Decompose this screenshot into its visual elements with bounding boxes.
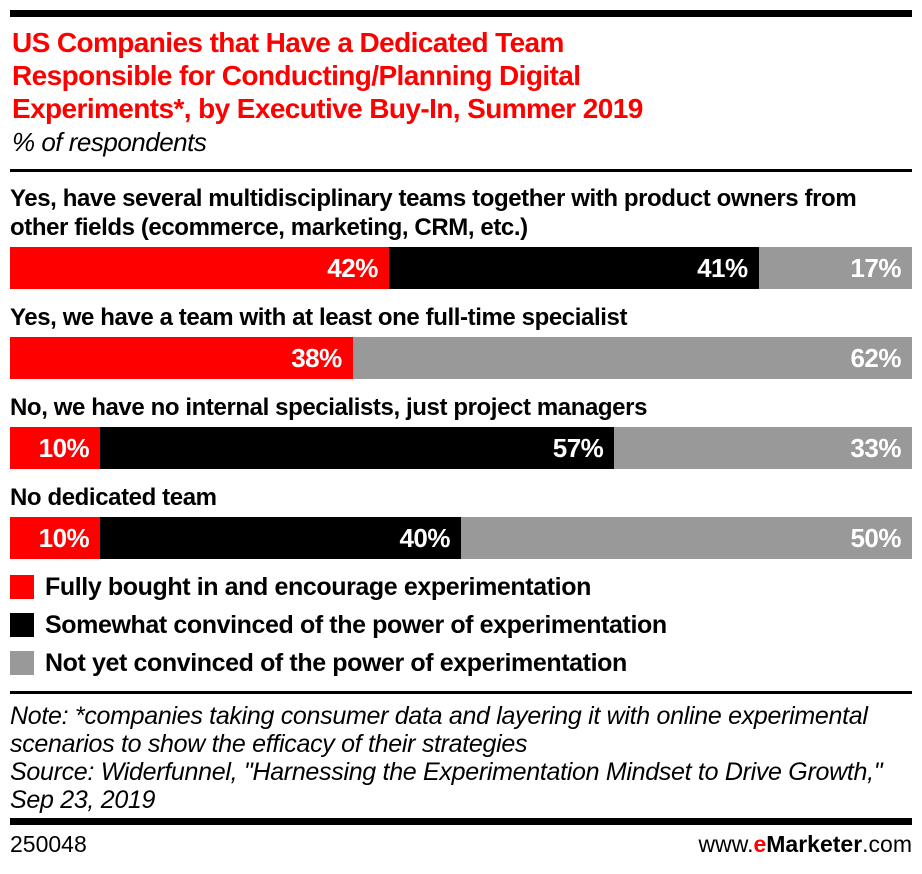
title-line-1: US Companies that Have a Dedicated Team xyxy=(12,27,564,58)
bottom-rule xyxy=(10,818,912,825)
bar-segment: 42% xyxy=(10,247,389,289)
chart-id: 250048 xyxy=(10,831,87,857)
top-rule xyxy=(10,10,912,17)
bar-segment: 62% xyxy=(352,337,912,379)
legend-item: Not yet convinced of the power of experi… xyxy=(10,649,912,677)
url-prefix: www. xyxy=(698,831,754,857)
bar-value-label: 57% xyxy=(552,432,604,463)
bar-value-label: 10% xyxy=(38,432,90,463)
bar-segment: 50% xyxy=(460,517,912,559)
legend-item: Somewhat convinced of the power of exper… xyxy=(10,611,912,639)
bar-category-label: Yes, we have a team with at least one fu… xyxy=(10,304,628,331)
bar-value-label: 40% xyxy=(399,522,450,553)
bar-segment: 10% xyxy=(10,427,101,469)
bar-value-label: 10% xyxy=(38,522,90,553)
bar-group: Yes, have several multidisciplinary team… xyxy=(10,184,912,289)
title-line-3: Experiments*, by Executive Buy-In, Summe… xyxy=(12,93,643,124)
bar-value-label: 33% xyxy=(850,432,901,463)
bar-segment: 41% xyxy=(388,247,759,289)
legend-label: Not yet convinced of the power of experi… xyxy=(45,649,627,677)
bar-category-label: Yes, have several multidisciplinary team… xyxy=(10,185,857,241)
url-suffix: .com xyxy=(862,831,912,857)
stacked-bar: 38% 62% xyxy=(10,337,912,379)
notes: Note: *companies taking consumer data an… xyxy=(10,702,912,814)
chart-title: US Companies that Have a Dedicated Team … xyxy=(12,26,912,125)
legend-swatch xyxy=(10,613,34,637)
bar-value-label: 42% xyxy=(327,252,378,283)
chart-card: US Companies that Have a Dedicated Team … xyxy=(0,10,922,856)
legend: Fully bought in and encourage experiment… xyxy=(10,573,912,677)
bar-segment: 17% xyxy=(758,247,912,289)
legend-label: Somewhat convinced of the power of exper… xyxy=(45,611,667,639)
site-url: www.eMarketer.com xyxy=(699,832,912,856)
bar-segment: 57% xyxy=(100,427,615,469)
note-text: Note: *companies taking consumer data an… xyxy=(10,702,868,758)
chart-subtitle: % of respondents xyxy=(12,127,207,157)
bar-group: No, we have no internal specialists, jus… xyxy=(10,393,912,469)
bar-group: Yes, we have a team with at least one fu… xyxy=(10,303,912,379)
bar-group: No dedicated team 10% 40% 50% xyxy=(10,483,912,559)
brand-rest: Marketer xyxy=(766,831,863,857)
legend-label: Fully bought in and encourage experiment… xyxy=(45,573,591,601)
brand-e: e xyxy=(753,831,767,857)
stacked-bar: 10% 57% 33% xyxy=(10,427,912,469)
bar-value-label: 38% xyxy=(291,342,342,373)
title-line-2: Responsible for Conducting/Planning Digi… xyxy=(12,60,581,91)
bar-value-label: 62% xyxy=(850,342,901,373)
stacked-bar: 10% 40% 50% xyxy=(10,517,912,559)
bars: Yes, have several multidisciplinary team… xyxy=(10,184,912,559)
source-text: Source: Widerfunnel, "Harnessing the Exp… xyxy=(10,758,883,814)
bar-category-label: No dedicated team xyxy=(10,484,217,511)
bar-segment: 40% xyxy=(100,517,461,559)
bar-segment: 10% xyxy=(10,517,101,559)
bar-value-label: 17% xyxy=(850,252,901,283)
notes-divider xyxy=(10,691,912,694)
legend-swatch xyxy=(10,651,34,675)
stacked-bar: 42% 41% 17% xyxy=(10,247,912,289)
legend-item: Fully bought in and encourage experiment… xyxy=(10,573,912,601)
bar-value-label: 41% xyxy=(697,252,748,283)
bar-category-label: No, we have no internal specialists, jus… xyxy=(10,394,648,421)
header-divider xyxy=(10,169,912,172)
legend-swatch xyxy=(10,575,34,599)
bar-segment: 38% xyxy=(10,337,353,379)
bar-segment: 33% xyxy=(614,427,912,469)
footer: 250048 www.eMarketer.com xyxy=(10,832,912,856)
bar-value-label: 50% xyxy=(850,522,901,553)
